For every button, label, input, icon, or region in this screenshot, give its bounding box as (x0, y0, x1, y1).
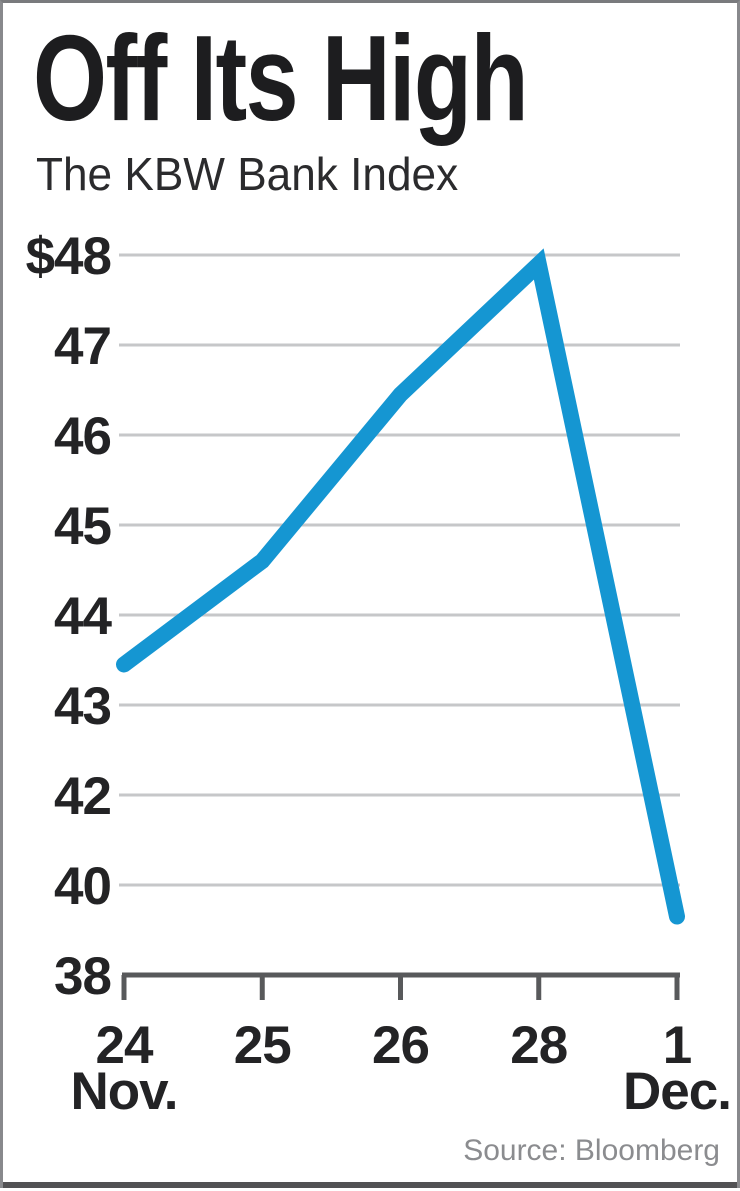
data-line-kbw-index (116, 248, 685, 925)
x-axis-tick-label: 26 (372, 1016, 430, 1075)
y-axis-tick-label: 47 (54, 317, 112, 376)
source-credit: Source: Bloomberg (463, 1134, 720, 1167)
chart-title: Off Its High (33, 10, 529, 146)
x-axis-month-label: Dec. (623, 1062, 732, 1121)
x-axis-month-label: Nov. (70, 1062, 179, 1121)
bottom-border-bar (3, 1182, 737, 1188)
chart-subtitle: The KBW Bank Index (36, 148, 459, 200)
x-axis-tick-label: 1 (662, 1016, 692, 1075)
y-axis-tick-label: 42 (54, 767, 112, 826)
x-axis-tick-label: 24 (95, 1016, 154, 1075)
y-axis-tick-label: $48 (25, 227, 112, 286)
y-axis-tick-label: 45 (54, 497, 112, 556)
line-chart-canvas (116, 248, 685, 1000)
y-axis-tick-label: 38 (54, 947, 112, 1006)
y-axis-tick-label: 40 (54, 857, 112, 916)
y-axis-tick-label: 43 (54, 677, 112, 736)
x-axis-tick-label: 25 (233, 1016, 292, 1075)
y-axis-tick-label: 44 (54, 587, 112, 646)
y-axis-tick-label: 46 (54, 407, 112, 466)
x-axis-tick-label: 28 (510, 1016, 568, 1075)
